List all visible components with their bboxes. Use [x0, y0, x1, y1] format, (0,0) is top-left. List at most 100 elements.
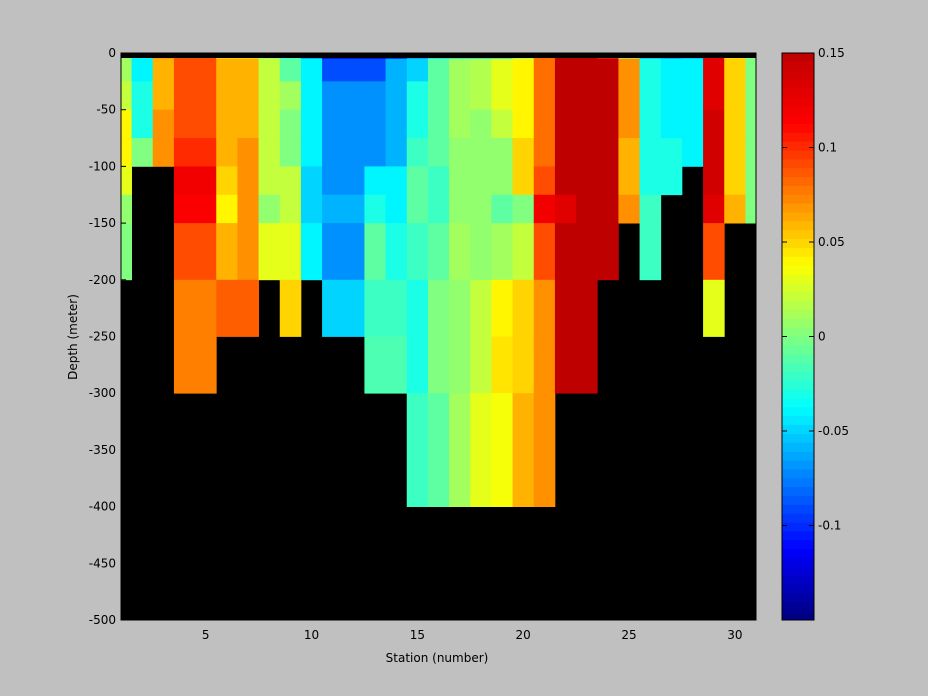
heatmap-cell [300, 138, 323, 167]
heatmap-cell [449, 279, 471, 337]
heatmap-cell [554, 223, 577, 281]
heatmap-cell [639, 223, 662, 281]
colorbar-swatch [782, 549, 814, 559]
heatmap-cell [364, 58, 386, 82]
heatmap-cell [491, 223, 513, 281]
colorbar-swatch [782, 416, 814, 426]
heatmap-cell [681, 81, 704, 111]
heatmap-cell [406, 81, 429, 111]
heatmap-cell [618, 81, 640, 111]
colorbar-swatch [782, 371, 814, 382]
heatmap-cell [300, 194, 323, 224]
y-tick-label: -450 [89, 556, 116, 570]
heatmap-cell [427, 58, 450, 82]
heatmap-cell [258, 223, 281, 281]
heatmap-cell [745, 166, 757, 196]
heatmap-cell [724, 138, 746, 167]
heatmap-cell [322, 166, 344, 196]
colorbar-swatch [782, 513, 814, 524]
heatmap-cell [512, 336, 535, 394]
colorbar-swatch [782, 336, 814, 346]
heatmap-cell [237, 166, 259, 196]
heatmap-cell [576, 336, 598, 394]
heatmap-cell [216, 194, 238, 224]
heatmap-cell [533, 393, 556, 507]
heatmap-cell [745, 109, 757, 139]
y-tick-label: -100 [89, 159, 116, 173]
x-tick-label: 30 [727, 628, 742, 642]
heatmap-cell [576, 109, 598, 139]
colorbar-tick-label: 0 [818, 330, 826, 344]
heatmap-cell [639, 194, 662, 224]
colorbar-swatch [782, 380, 814, 391]
heatmap-cell [237, 223, 259, 281]
heatmap-cell [385, 194, 408, 224]
heatmap-cell [385, 58, 408, 82]
heatmap-cell [279, 223, 302, 281]
heatmap-cell [427, 81, 450, 111]
colorbar-swatch [782, 97, 814, 107]
heatmap-cell [470, 81, 492, 111]
heatmap-cell [533, 138, 556, 167]
colorbar-swatch [782, 478, 814, 488]
heatmap-cell [343, 223, 365, 281]
heatmap-cell [121, 138, 132, 167]
colorbar-swatch [782, 115, 814, 125]
y-tick-label: -200 [89, 273, 116, 287]
heatmap-cell [576, 279, 598, 337]
heatmap-cell [512, 194, 535, 224]
heatmap-cell [385, 138, 408, 167]
heatmap-cell [639, 81, 662, 111]
heatmap-cell [533, 81, 556, 111]
colorbar-swatch [782, 345, 814, 355]
heatmap-cell [364, 194, 386, 224]
colorbar-swatch [782, 150, 814, 160]
heatmap-cell [512, 166, 535, 196]
x-axis-label: Station (number) [386, 651, 489, 665]
heatmap-cell [406, 279, 429, 337]
heatmap-cell [449, 138, 471, 167]
heatmap-cell [470, 393, 492, 507]
heatmap-cell [724, 81, 746, 111]
heatmap-cell [279, 279, 302, 337]
x-tick-label: 5 [202, 628, 210, 642]
heatmap-cell [427, 223, 450, 281]
heatmap-cell [533, 58, 556, 82]
heatmap-cell [554, 166, 577, 196]
heatmap-cell [533, 194, 556, 224]
heatmap-cell [533, 279, 556, 337]
heatmap-cell [724, 58, 746, 82]
heatmap-cell [258, 166, 281, 196]
heatmap-cell [512, 58, 535, 82]
heatmap-plot [120, 52, 757, 621]
heatmap-cell [533, 223, 556, 281]
colorbar-swatch [782, 389, 814, 400]
heatmap-cell [470, 166, 492, 196]
colorbar-swatch [782, 221, 814, 231]
heatmap-cell [724, 109, 746, 139]
heatmap-cell [639, 166, 662, 196]
heatmap-cell [300, 166, 323, 196]
colorbar-swatch [782, 327, 814, 337]
heatmap-cell [554, 336, 577, 394]
x-axis: 5 10 15 20 25 30 [202, 615, 742, 642]
colorbar-tick-label: -0.05 [818, 424, 849, 438]
colorbar-swatch [782, 407, 814, 417]
colorbar-swatch [782, 363, 814, 373]
heatmap-cell [491, 279, 513, 337]
heatmap-cell [279, 81, 302, 111]
y-tick-label: 0 [108, 46, 116, 60]
heatmap-cell [195, 81, 217, 111]
colorbar-swatch [782, 53, 814, 63]
heatmap-cell [322, 109, 344, 139]
colorbar-swatch [782, 70, 814, 81]
colorbar-swatch [782, 123, 814, 134]
heatmap-cell [745, 81, 757, 111]
heatmap-cell [554, 109, 577, 139]
heatmap-cell [491, 58, 513, 82]
y-axis: 0 -50 -100 -150 -200 -250 -300 -350 -400 -450 -500 [89, 46, 126, 627]
heatmap-cell [152, 58, 175, 82]
heatmap-cell [660, 109, 683, 139]
colorbar-swatch [782, 256, 814, 267]
